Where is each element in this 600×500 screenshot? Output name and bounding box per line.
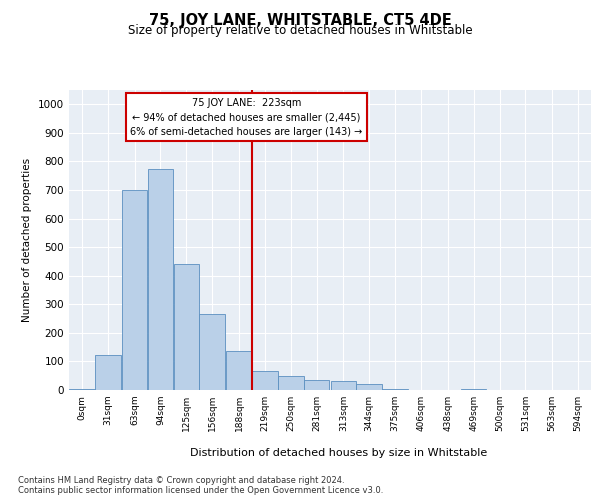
Bar <box>356 384 382 390</box>
Bar <box>69 389 95 390</box>
Bar <box>331 382 356 390</box>
Bar <box>252 372 278 390</box>
Text: Contains public sector information licensed under the Open Government Licence v3: Contains public sector information licen… <box>18 486 383 495</box>
Bar <box>122 190 148 390</box>
Bar <box>461 388 487 390</box>
Bar <box>304 380 329 390</box>
Bar <box>95 355 121 390</box>
Text: 75 JOY LANE:  223sqm
← 94% of detached houses are smaller (2,445)
6% of semi-det: 75 JOY LANE: 223sqm ← 94% of detached ho… <box>130 98 362 137</box>
Bar <box>278 376 304 390</box>
Bar <box>382 388 408 390</box>
Text: Size of property relative to detached houses in Whitstable: Size of property relative to detached ho… <box>128 24 472 37</box>
Y-axis label: Number of detached properties: Number of detached properties <box>22 158 32 322</box>
Bar <box>199 314 225 390</box>
Text: 75, JOY LANE, WHITSTABLE, CT5 4DE: 75, JOY LANE, WHITSTABLE, CT5 4DE <box>149 12 451 28</box>
Bar <box>148 168 173 390</box>
Bar <box>226 352 252 390</box>
Text: Distribution of detached houses by size in Whitstable: Distribution of detached houses by size … <box>190 448 488 458</box>
Text: Contains HM Land Registry data © Crown copyright and database right 2024.: Contains HM Land Registry data © Crown c… <box>18 476 344 485</box>
Bar <box>173 264 199 390</box>
